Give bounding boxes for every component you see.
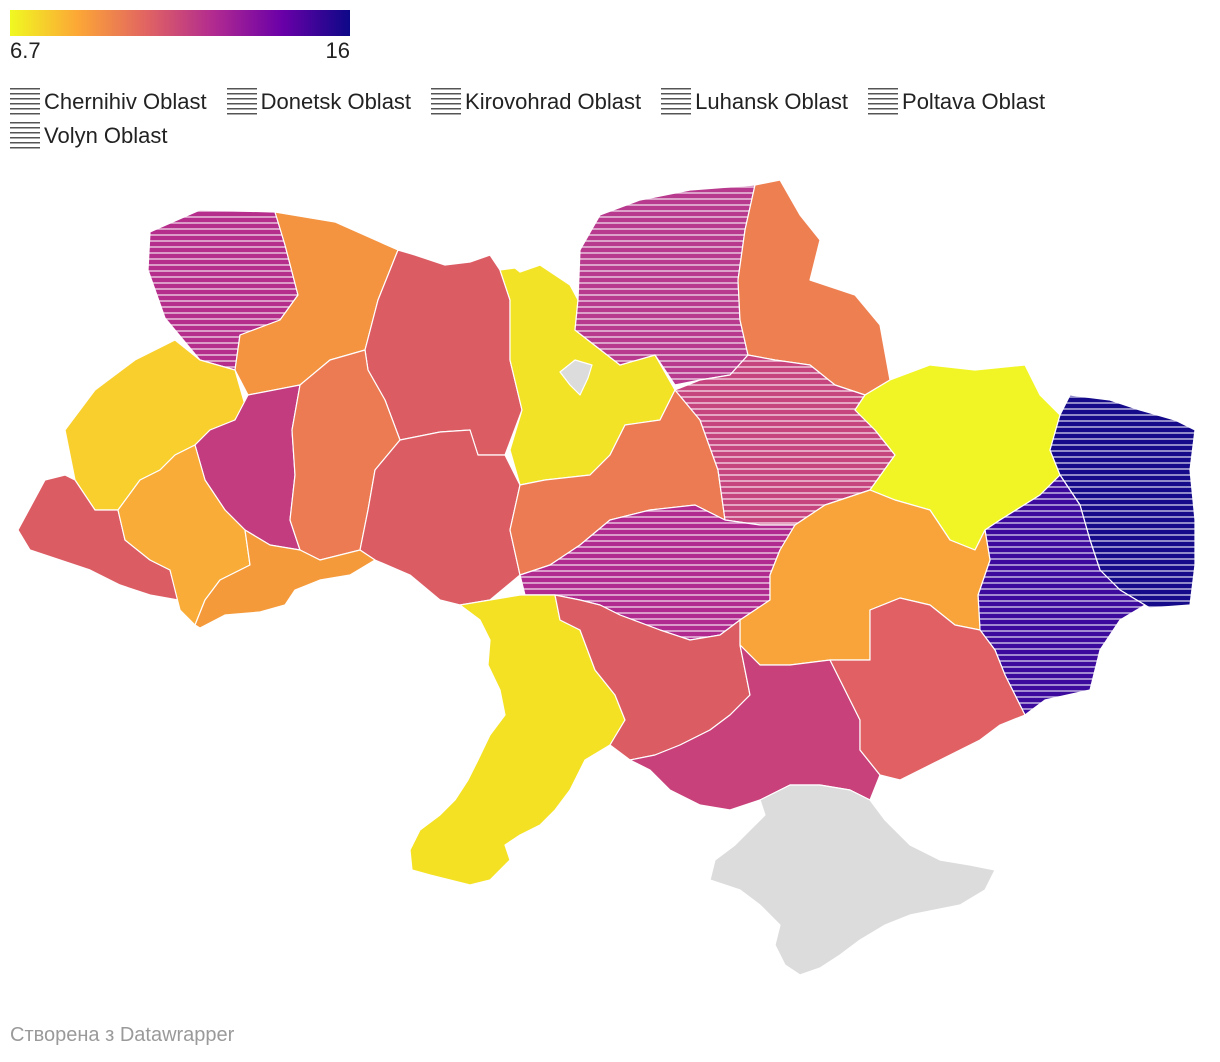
hatch-swatch-icon	[431, 88, 462, 116]
legend-label: Chernihiv Oblast	[44, 89, 207, 114]
legend-label: Volyn Oblast	[44, 123, 168, 148]
hatch-swatch-icon	[661, 88, 692, 116]
color-scale-bar	[10, 10, 350, 36]
legend-item-kirovohrad: Kirovohrad Oblast	[431, 88, 641, 116]
region-zaporizhzhia[interactable]	[829, 597, 1026, 781]
legend-label: Donetsk Oblast	[260, 89, 412, 114]
legend-item-luhansk: Luhansk Oblast	[661, 88, 848, 116]
hatch-swatch-icon	[10, 88, 40, 116]
legend-label: Kirovohrad Oblast	[465, 89, 642, 114]
region-chernivtsi[interactable]	[194, 529, 376, 629]
legend-item-poltava: Poltava Oblast	[868, 88, 1045, 116]
region-crimea[interactable]	[709, 784, 996, 976]
color-scale-labels: 6.7 16	[10, 36, 350, 64]
hatch-swatch-icon	[10, 122, 40, 150]
datawrapper-credit: Створена з Datawrapper	[10, 1024, 235, 1046]
hatch-swatch-icon	[226, 88, 257, 116]
legend-label: Luhansk Oblast	[695, 89, 849, 114]
color-scale: 6.7 16	[10, 10, 350, 64]
scale-max-label: 16	[325, 38, 350, 63]
legend-item-volyn: Volyn Oblast	[10, 122, 168, 150]
legend-item-donetsk: Donetsk Oblast	[226, 88, 412, 116]
ukraine-map	[17, 179, 1196, 976]
legend-item-chernihiv: Chernihiv Oblast	[10, 88, 207, 116]
pattern-legend: Chernihiv Oblast Donetsk Oblast Kirovohr…	[10, 88, 1210, 150]
scale-min-label: 6.7	[10, 38, 41, 63]
hatch-swatch-icon	[868, 88, 899, 116]
legend-label: Poltava Oblast	[902, 89, 1046, 114]
